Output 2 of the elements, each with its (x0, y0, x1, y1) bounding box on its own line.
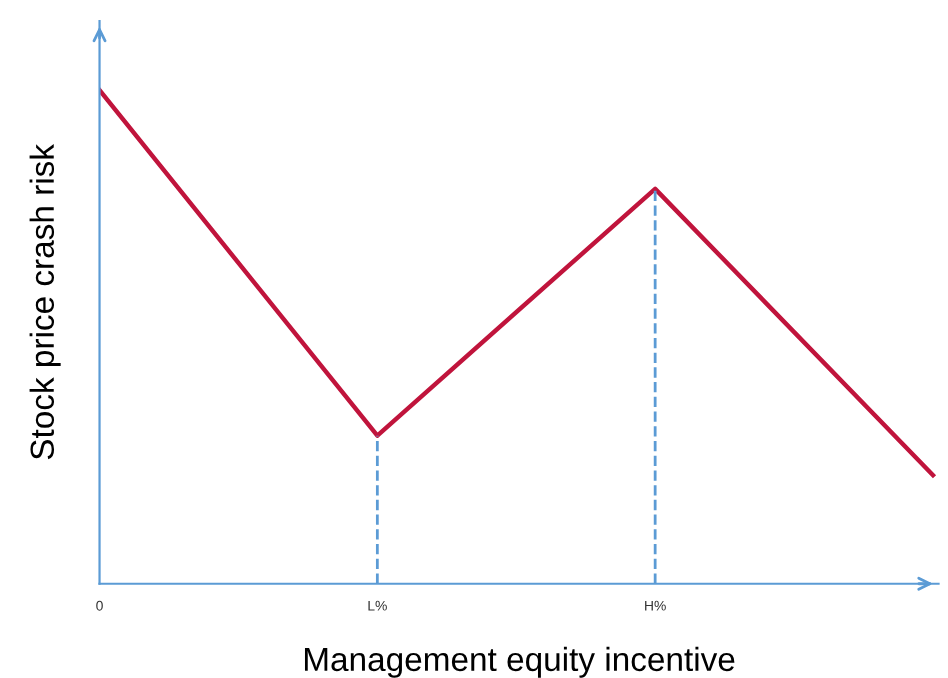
y-axis-title: Stock price crash risk (29, 143, 61, 460)
x-axis-title: Management equity incentive (304, 646, 735, 678)
